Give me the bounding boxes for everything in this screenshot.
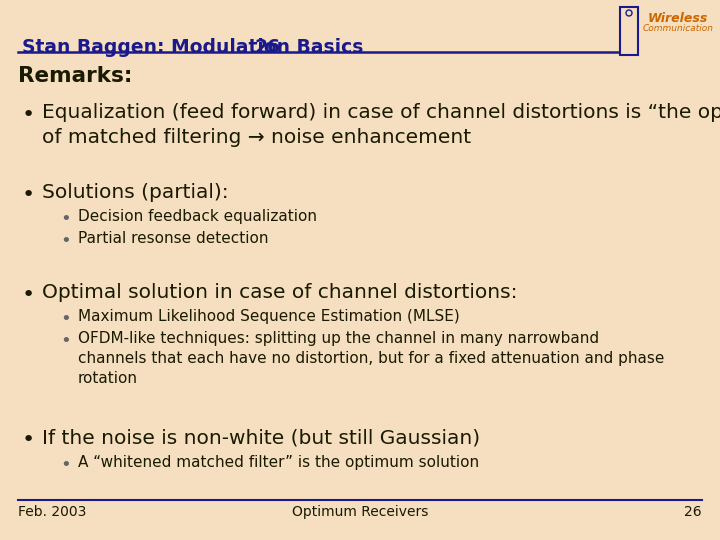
Text: Decision feedback equalization: Decision feedback equalization: [78, 209, 317, 224]
Text: Optimal solution in case of channel distortions:: Optimal solution in case of channel dist…: [42, 283, 518, 302]
Text: •: •: [60, 232, 71, 250]
Text: If the noise is non-white (but still Gaussian): If the noise is non-white (but still Gau…: [42, 428, 480, 447]
Text: Feb. 2003: Feb. 2003: [18, 505, 86, 519]
Text: Maximum Likelihood Sequence Estimation (MLSE): Maximum Likelihood Sequence Estimation (…: [78, 309, 460, 324]
Text: •: •: [60, 210, 71, 228]
Text: OFDM-like techniques: splitting up the channel in many narrowband
channels that : OFDM-like techniques: splitting up the c…: [78, 331, 665, 386]
Text: Wireless: Wireless: [648, 12, 708, 25]
Text: Remarks:: Remarks:: [18, 66, 132, 86]
Text: Stan Baggen: Modulation Basics: Stan Baggen: Modulation Basics: [22, 38, 364, 57]
Text: 26: 26: [255, 38, 281, 57]
Text: •: •: [60, 456, 71, 474]
Text: •: •: [60, 310, 71, 328]
Text: •: •: [22, 430, 35, 450]
Text: •: •: [22, 185, 35, 205]
Text: Equalization (feed forward) in case of channel distortions is “the opposite”
of : Equalization (feed forward) in case of c…: [42, 103, 720, 147]
Text: Partial resonse detection: Partial resonse detection: [78, 231, 269, 246]
Text: •: •: [22, 105, 35, 125]
Text: •: •: [22, 285, 35, 305]
Text: Optimum Receivers: Optimum Receivers: [292, 505, 428, 519]
Text: 26: 26: [685, 505, 702, 519]
Text: A “whitened matched filter” is the optimum solution: A “whitened matched filter” is the optim…: [78, 455, 479, 470]
Text: Communication: Communication: [643, 24, 714, 33]
Text: •: •: [60, 332, 71, 350]
Text: Solutions (partial):: Solutions (partial):: [42, 183, 229, 202]
Bar: [620, 7, 638, 55]
